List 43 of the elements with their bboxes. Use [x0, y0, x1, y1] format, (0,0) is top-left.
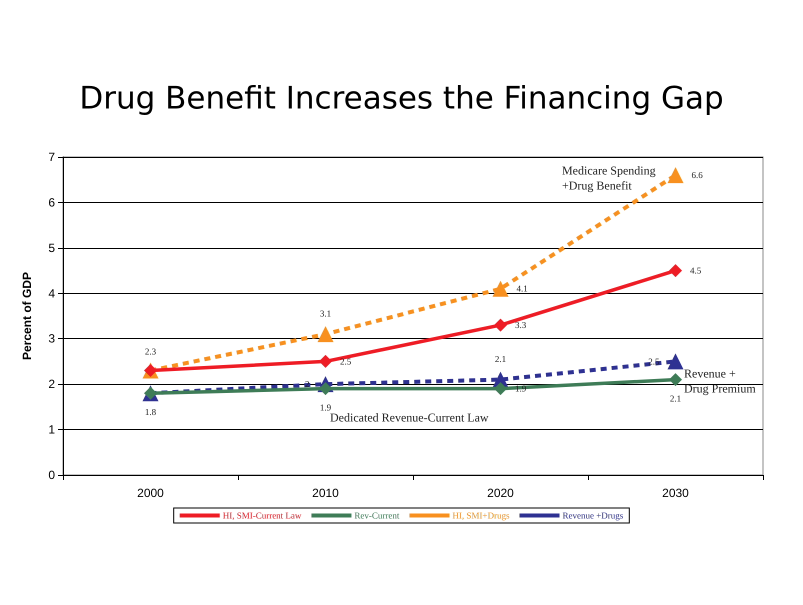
y-tick-label: 4 — [48, 286, 56, 300]
x-tick-label: 2010 — [312, 486, 340, 500]
y-tick-label: 3 — [48, 332, 56, 346]
data-label: 2.1 — [494, 354, 506, 364]
legend-label: Rev-Current — [354, 510, 400, 520]
x-tick-label: 2020 — [487, 486, 514, 500]
data-label: 1.8 — [144, 407, 157, 418]
data-label: 3.3 — [515, 320, 527, 330]
point — [669, 373, 682, 386]
legend-label: HI, SMI-Current Law — [222, 510, 302, 520]
annotation: Medicare Spending +Drug Benefit — [562, 164, 656, 192]
y-tick-label: 0 — [48, 468, 56, 482]
data-label: 2.5 — [340, 356, 352, 366]
chart-title: Drug Benefit Increases the Financing Gap — [79, 80, 724, 116]
y-axis-title: Percent of GDP — [20, 272, 34, 360]
data-label: 4.5 — [690, 266, 702, 276]
data-label: 1.9 — [320, 402, 332, 413]
annotation: Dedicated Revenue-Current Law — [330, 410, 489, 424]
point — [668, 167, 684, 184]
data-label: 4.1 — [516, 284, 528, 294]
legend-label: HI, SMI+Drugs — [452, 510, 510, 520]
data-label: 6.6 — [692, 170, 704, 180]
point — [669, 264, 682, 278]
y-tick-label: 1 — [48, 422, 56, 437]
point — [319, 382, 332, 396]
data-label: 2.5 — [648, 356, 660, 366]
data-label: 2.3 — [144, 346, 157, 357]
y-tick-label: 2 — [48, 377, 56, 392]
y-tick-label: 6 — [48, 195, 56, 210]
x-tick-label: 2000 — [137, 486, 164, 500]
point — [668, 353, 684, 370]
data-label: 3.1 — [320, 308, 332, 319]
point — [494, 318, 507, 332]
data-label: 2.1 — [670, 394, 682, 404]
point — [494, 382, 507, 396]
legend-label: Revenue +Drugs — [562, 510, 624, 520]
point — [492, 280, 508, 297]
point — [319, 354, 332, 368]
y-tick-label: 5 — [48, 240, 56, 255]
point — [318, 326, 334, 342]
x-tick-label: 2030 — [662, 486, 690, 500]
annotation: Revenue + Drug Premium — [684, 366, 756, 396]
y-tick-label: 7 — [48, 150, 56, 164]
